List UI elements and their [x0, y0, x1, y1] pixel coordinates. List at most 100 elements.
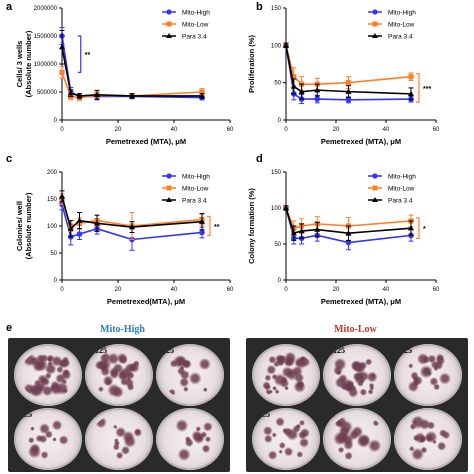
group-title-0: Mito-High [100, 324, 145, 335]
chart-panel-c: c 0 50 100 150 200 0 20 40 60 Pemetrexed(MTA), μM C… [6, 153, 234, 306]
data-point [314, 226, 321, 232]
x-tick-label: 60 [227, 287, 234, 293]
y-tick-label: 100 [271, 206, 282, 212]
legend-item: Para 3.4 [162, 33, 207, 41]
plate-concentration-label: 3.125 [327, 346, 345, 355]
data-point [199, 218, 205, 224]
x-tick-label: 60 [433, 127, 440, 133]
data-point [199, 89, 205, 95]
y-axis-label: Cells/ 3 wells(Absolute number) [15, 30, 33, 97]
panel-letter-a: a [6, 1, 13, 13]
legend-item: Mito-Low [162, 21, 209, 29]
plate-concentration-label: 6.25 [160, 346, 174, 355]
series-para-3-4 [59, 29, 205, 100]
significance-label: * [423, 226, 426, 233]
legend-item: Mito-Low [162, 185, 209, 193]
x-tick-label: 60 [433, 287, 440, 293]
legend-item: Mito-Low [368, 185, 415, 193]
legend-item: Mito-High [368, 173, 416, 181]
panel-letter-d: d [256, 153, 263, 165]
y-axis-label: Colony formation (%) [247, 188, 256, 264]
culture-plate: 25 [323, 408, 391, 470]
legend-marker [166, 197, 172, 202]
y-tick-label: 100 [47, 224, 58, 230]
data-point [408, 224, 414, 231]
data-point [314, 96, 321, 102]
legend-label: Mito-High [182, 174, 210, 181]
colony-dots [258, 414, 314, 464]
legend-item: Mito-High [162, 9, 210, 17]
data-point [408, 90, 414, 97]
y-tick-label: 200 [47, 170, 58, 176]
legend-item: Para 3.4 [162, 197, 207, 205]
plate-concentration-label: 12.5 [256, 410, 270, 419]
culture-plate: 50 [156, 408, 224, 470]
legend-label: Mito-Low [388, 186, 415, 193]
y-tick-label: 150 [271, 170, 282, 176]
y-axis-label-line1: Colonies/ well [15, 201, 24, 251]
x-tick-label: 20 [115, 287, 122, 293]
legend-label: Para 3.4 [182, 34, 207, 41]
plate-concentration-label: 0 [256, 346, 260, 355]
culture-plate: 3.125 [85, 344, 153, 406]
x-tick-label: 20 [115, 127, 122, 133]
plate-tray: 0 3.125 6.25 12.5 25 50 [246, 338, 468, 472]
data-point [59, 69, 65, 75]
culture-plate: 0 [14, 344, 82, 406]
data-point [345, 239, 352, 246]
plate-concentration-label: 25 [89, 410, 97, 419]
legend-label: Para 3.4 [388, 34, 413, 41]
culture-plate: 50 [394, 408, 462, 470]
culture-plate: 12.5 [252, 408, 320, 470]
colony-dots [20, 414, 76, 464]
data-point [408, 74, 414, 80]
series-para-3-4 [283, 204, 414, 241]
significance-bracket [416, 217, 420, 239]
culture-plate: 0 [252, 344, 320, 406]
colony-dots [162, 414, 218, 464]
colony-dots [400, 414, 456, 464]
y-tick-label: 2000000 [34, 6, 58, 12]
y-tick-label: 500000 [37, 90, 58, 96]
y-axis-label: Proliferation (%) [247, 35, 256, 93]
legend-label: Mito-High [388, 10, 416, 17]
chart-panel-b: b 0 50 100 150 0 20 40 60 Pemetrexed (MTA), μM Pro… [247, 1, 440, 146]
data-point [129, 223, 135, 230]
plate-concentration-label: 0 [18, 346, 22, 355]
colony-dots [329, 414, 385, 464]
series-para-3-4 [283, 42, 414, 101]
culture-plate: 12.5 [14, 408, 82, 470]
data-point [59, 193, 65, 199]
series-line [285, 45, 412, 85]
plate-concentration-label: 25 [327, 410, 335, 419]
culture-plate: 25 [85, 408, 153, 470]
x-tick-label: 20 [333, 287, 340, 293]
x-tick-label: 0 [60, 127, 64, 133]
data-point [345, 230, 352, 236]
significance-label: *** [423, 86, 431, 93]
data-point [76, 92, 83, 99]
x-tick-label: 0 [60, 287, 64, 293]
legend-label: Para 3.4 [182, 198, 207, 205]
y-tick-label: 0 [54, 118, 58, 124]
legend-marker [372, 173, 378, 179]
significance-label: ** [214, 224, 220, 231]
series-line [61, 196, 203, 231]
data-point [291, 74, 297, 80]
x-axis-label: Pemetrexed (MTA), μM [321, 137, 401, 146]
panel-e-letter: e [6, 322, 13, 334]
data-point [67, 89, 74, 96]
plate-tray: 0 3.125 6.25 12.5 25 50 [8, 338, 230, 472]
colony-dots [258, 350, 314, 400]
x-tick-label: 0 [284, 127, 288, 133]
significance-label: ** [85, 52, 91, 59]
data-point [76, 217, 83, 223]
data-point [76, 231, 83, 237]
legend-marker [166, 33, 172, 38]
panel-letter-b: b [256, 1, 263, 13]
culture-plate: 6.25 [394, 344, 462, 406]
data-point [290, 230, 297, 236]
y-axis-label-line2: (Absolute number) [24, 30, 33, 97]
y-tick-label: 1500000 [34, 34, 58, 40]
